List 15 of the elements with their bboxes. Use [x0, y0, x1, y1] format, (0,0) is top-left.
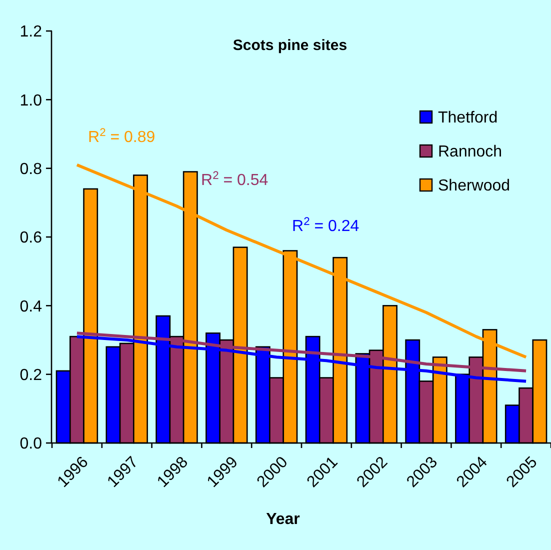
legend-label: Rannoch — [438, 144, 502, 161]
y-tick-label: 1.0 — [20, 92, 42, 110]
annotation: R$^{2}$ = 0.54 — [201, 170, 268, 189]
chart-title: Scots pine sites — [232, 37, 348, 54]
annotation: R$^{2}$ = 0.89 — [88, 127, 156, 146]
y-tick-label: 0.0 — [20, 436, 42, 453]
legend-label: Sherwood — [438, 178, 510, 195]
annotation: R$^{2}$ = 0.24 — [292, 216, 360, 235]
y-tick-label: 0.4 — [20, 298, 42, 316]
x-axis-title: Year — [266, 511, 300, 528]
y-tick-label: 0.8 — [20, 160, 42, 178]
y-tick-label: 0.2 — [20, 366, 42, 384]
y-tick-label: 0.6 — [20, 230, 42, 247]
legend-label: Thetford — [438, 110, 498, 127]
y-tick-label: 1.2 — [20, 24, 42, 41]
